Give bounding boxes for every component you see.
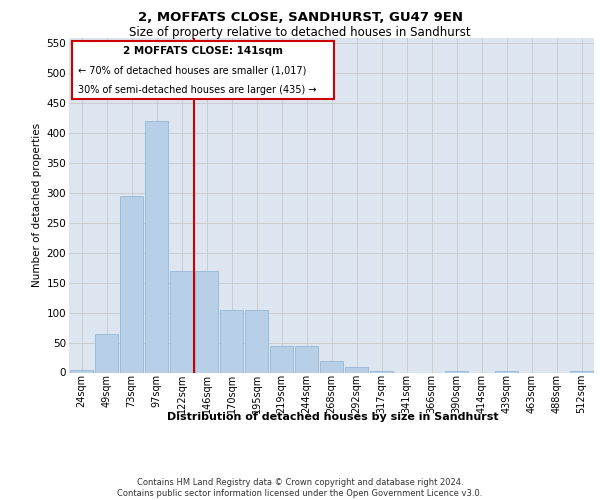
Text: 2, MOFFATS CLOSE, SANDHURST, GU47 9EN: 2, MOFFATS CLOSE, SANDHURST, GU47 9EN xyxy=(137,11,463,24)
Bar xyxy=(345,366,368,372)
Bar xyxy=(220,310,243,372)
Bar xyxy=(95,334,118,372)
Text: 2 MOFFATS CLOSE: 141sqm: 2 MOFFATS CLOSE: 141sqm xyxy=(123,46,283,56)
Bar xyxy=(170,271,193,372)
Y-axis label: Number of detached properties: Number of detached properties xyxy=(32,123,43,287)
Text: Distribution of detached houses by size in Sandhurst: Distribution of detached houses by size … xyxy=(167,412,499,422)
Bar xyxy=(145,121,168,372)
FancyBboxPatch shape xyxy=(71,41,334,100)
Bar xyxy=(120,196,143,372)
Bar xyxy=(270,346,293,372)
Bar xyxy=(195,271,218,372)
Text: Size of property relative to detached houses in Sandhurst: Size of property relative to detached ho… xyxy=(129,26,471,39)
Bar xyxy=(295,346,318,372)
Bar xyxy=(70,370,93,372)
Text: ← 70% of detached houses are smaller (1,017): ← 70% of detached houses are smaller (1,… xyxy=(78,65,307,75)
Bar xyxy=(245,310,268,372)
Bar xyxy=(370,370,393,372)
Text: Contains HM Land Registry data © Crown copyright and database right 2024.
Contai: Contains HM Land Registry data © Crown c… xyxy=(118,478,482,498)
Bar xyxy=(320,360,343,372)
Text: 30% of semi-detached houses are larger (435) →: 30% of semi-detached houses are larger (… xyxy=(78,84,316,94)
